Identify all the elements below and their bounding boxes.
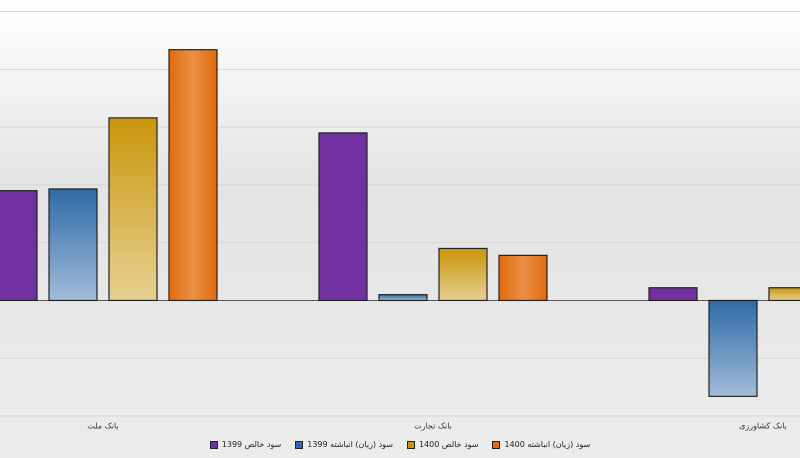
bar (378, 294, 428, 302)
legend-label: سود خالص 1400 (419, 440, 479, 449)
bar (708, 299, 758, 397)
legend-label: سود (زیان) انباشته 1399 (307, 440, 393, 449)
x-tick-label: بانک ملت (87, 422, 118, 431)
bar (0, 190, 38, 302)
legend-item: سود (زیان) انباشته 1400 (492, 440, 590, 449)
legend-item: سود (زیان) انباشته 1399 (295, 440, 393, 449)
bar (768, 287, 800, 302)
chart: بانک ملت بانک تجارت بانک کشاورزی (0, 11, 800, 431)
legend-swatch (407, 440, 415, 449)
bar (48, 188, 98, 302)
bar (318, 132, 368, 302)
legend: سود خالص 1399 سود (زیان) انباشته 1399 سود … (0, 440, 800, 449)
bar (108, 117, 158, 302)
legend-item: سود خالص 1399 (209, 440, 282, 449)
bar (648, 287, 698, 302)
bar (498, 254, 548, 302)
x-tick-label: بانک تجارت (414, 422, 452, 431)
legend-item: سود خالص 1400 (407, 440, 478, 449)
bar (438, 247, 488, 302)
bar (168, 49, 218, 302)
legend-swatch (492, 440, 501, 449)
legend-swatch (209, 440, 218, 449)
legend-swatch (295, 440, 304, 449)
x-tick-label: بانک کشاورزی (739, 422, 787, 431)
legend-label: سود (زیان) انباشته 1400 (504, 440, 591, 449)
legend-label: سود خالص 1399 (221, 440, 282, 449)
